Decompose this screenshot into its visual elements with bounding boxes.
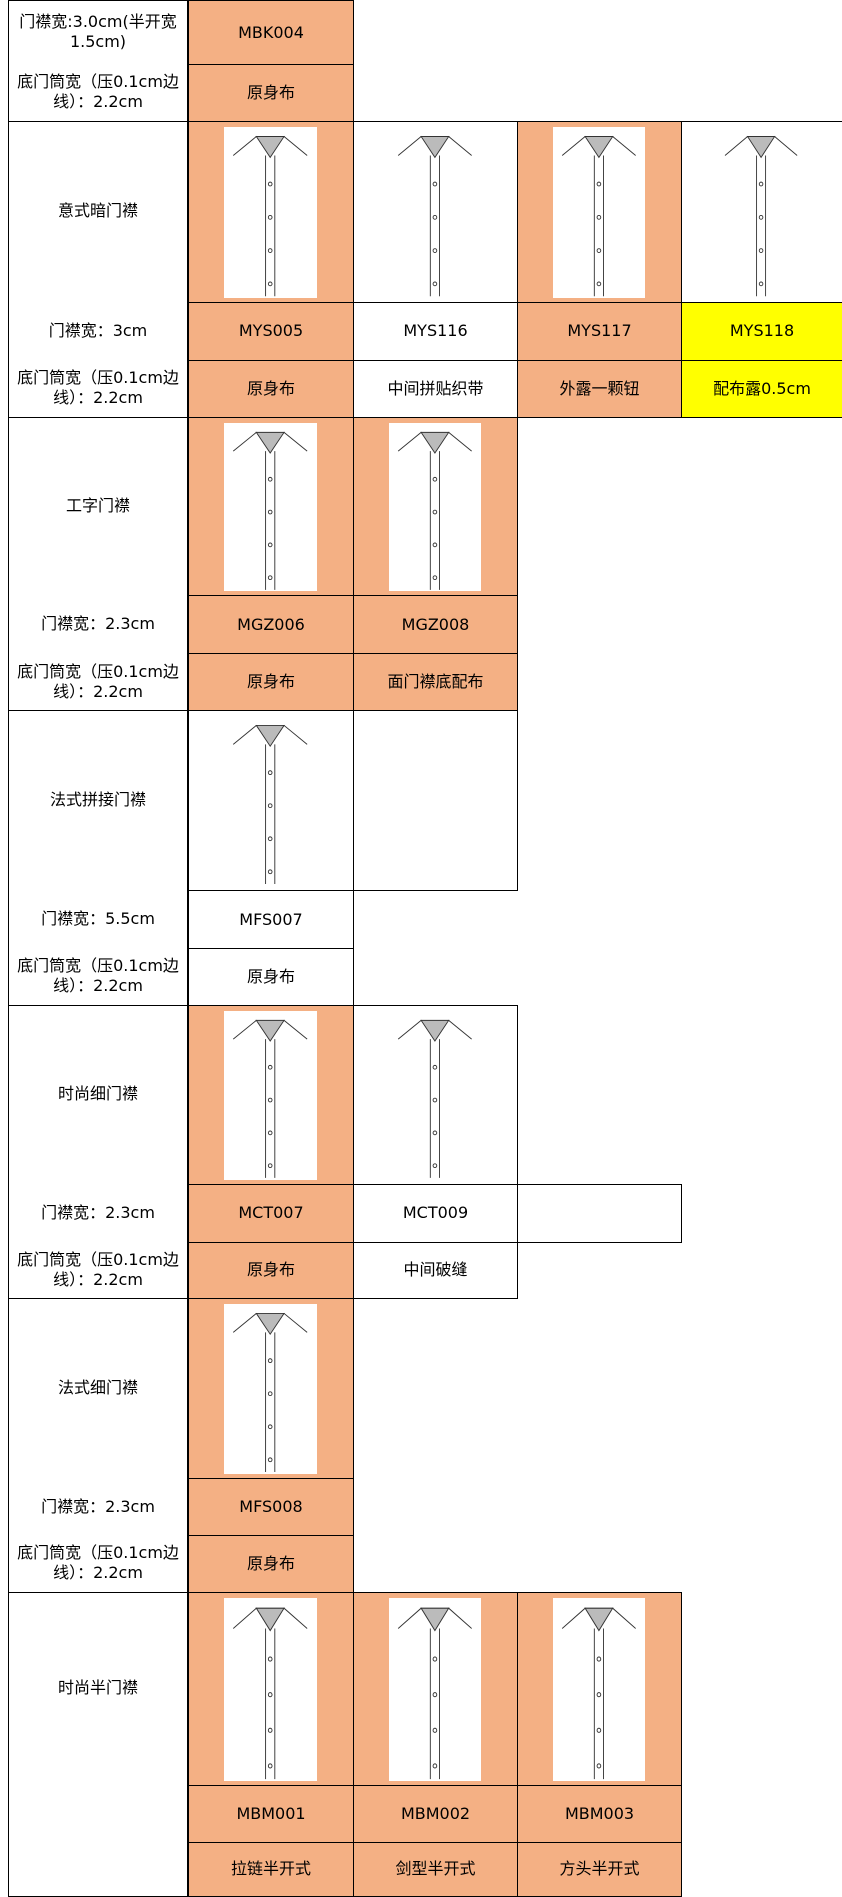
desc-cell: 剑型半开式 [353, 1841, 518, 1897]
sketch-art [561, 135, 637, 297]
bottom-label: 底门筒宽（压0.1cm边线）：2.2cm [17, 1249, 179, 1289]
code-cell: MBM003 [517, 1784, 682, 1843]
empty-cell [353, 710, 518, 892]
bottom-label: 底门筒宽（压0.1cm边线）：2.2cm [17, 1543, 179, 1583]
width-label [8, 1785, 188, 1842]
sketch-art [233, 1607, 308, 1779]
sketch-art [397, 1607, 473, 1779]
bottom-label: 底门筒宽（压0.1cm边线）：2.2cm [17, 661, 179, 701]
desc-cell: 拉链半开式 [188, 1841, 354, 1897]
desc-cell: 原身布 [188, 948, 354, 1006]
code-cell: MGZ008 [353, 595, 518, 655]
code-cell: MBM001 [188, 1784, 354, 1843]
code-cell: MBM002 [353, 1784, 518, 1843]
code-cell: MYS116 [353, 301, 518, 361]
desc-cell: 中间破缝 [353, 1241, 518, 1300]
section-label: 意式暗门襟 [57, 201, 138, 221]
desc-cell: 中间拼贴织带 [353, 359, 518, 418]
code-cell: MCT009 [353, 1183, 518, 1243]
width-label: 门襟宽:3.0cm(半开宽1.5cm) [19, 12, 177, 51]
desc-cell: 原身布 [188, 653, 354, 712]
sketch-art [233, 1019, 308, 1178]
width-label: 门襟宽：2.3cm [41, 1202, 155, 1222]
code-cell: MFS008 [188, 1478, 354, 1536]
shirt-sketch [553, 1597, 645, 1781]
shirt-sketch [224, 422, 317, 592]
code-cell: MFS007 [188, 890, 354, 950]
section-label: 法式细门襟 [57, 1378, 138, 1398]
sketch-art [233, 135, 308, 297]
code-cell: MCT007 [188, 1183, 354, 1243]
desc-cell: 配布露0.5cm [681, 359, 842, 418]
shirt-sketch [553, 126, 645, 298]
bottom-label [8, 1842, 188, 1896]
shirt-sketch [389, 1010, 481, 1180]
shirt-sketch [389, 126, 481, 298]
code-cell: MGZ006 [188, 595, 354, 655]
sketch-art [397, 1019, 473, 1178]
sketch-art [397, 431, 473, 590]
width-label: 门襟宽：3cm [48, 320, 148, 340]
bottom-label: 底门筒宽（压0.1cm边线）：2.2cm [17, 956, 179, 996]
shirt-sketch [224, 716, 317, 887]
desc-cell: 外露一颗钮 [517, 359, 682, 418]
section-label: 法式拼接门襟 [49, 790, 146, 810]
sketch-art [233, 1313, 308, 1473]
width-label: 门襟宽：2.3cm [41, 1496, 155, 1516]
bottom-label: 底门筒宽（压0.1cm边线）：2.2cm [17, 72, 179, 112]
sketch-art [233, 431, 308, 590]
shirt-sketch [224, 1597, 317, 1781]
empty-cell [517, 1183, 682, 1243]
code-cell: MYS005 [188, 301, 354, 361]
desc-cell: 方头半开式 [517, 1841, 682, 1897]
sketch-art [397, 135, 473, 297]
bottom-label: 底门筒宽（压0.1cm边线）：2.2cm [17, 368, 179, 408]
code-cell: MBK004 [188, 0, 354, 65]
width-label: 门襟宽：2.3cm [41, 614, 155, 634]
section-label: 时尚细门襟 [57, 1084, 138, 1104]
sketch-art [233, 724, 308, 885]
section-label: 工字门襟 [65, 496, 130, 516]
desc-cell: 原身布 [188, 359, 354, 418]
shirt-sketch [224, 1010, 317, 1180]
sketch-art [561, 1607, 637, 1779]
section-label: 时尚半门襟 [57, 1678, 138, 1698]
shirt-sketch [716, 126, 807, 298]
code-cell: MYS117 [517, 301, 682, 361]
desc-cell: 原身布 [188, 64, 354, 122]
code-cell: MYS118 [681, 301, 842, 361]
desc-cell: 面门襟底配布 [353, 653, 518, 712]
desc-cell: 原身布 [188, 1241, 354, 1300]
shirt-sketch [224, 126, 317, 298]
shirt-sketch [389, 422, 481, 592]
width-label: 门襟宽：5.5cm [41, 909, 155, 929]
shirt-sketch [224, 1304, 317, 1475]
shirt-sketch [389, 1597, 481, 1781]
desc-cell: 原身布 [188, 1534, 354, 1593]
sketch-art [725, 135, 798, 297]
